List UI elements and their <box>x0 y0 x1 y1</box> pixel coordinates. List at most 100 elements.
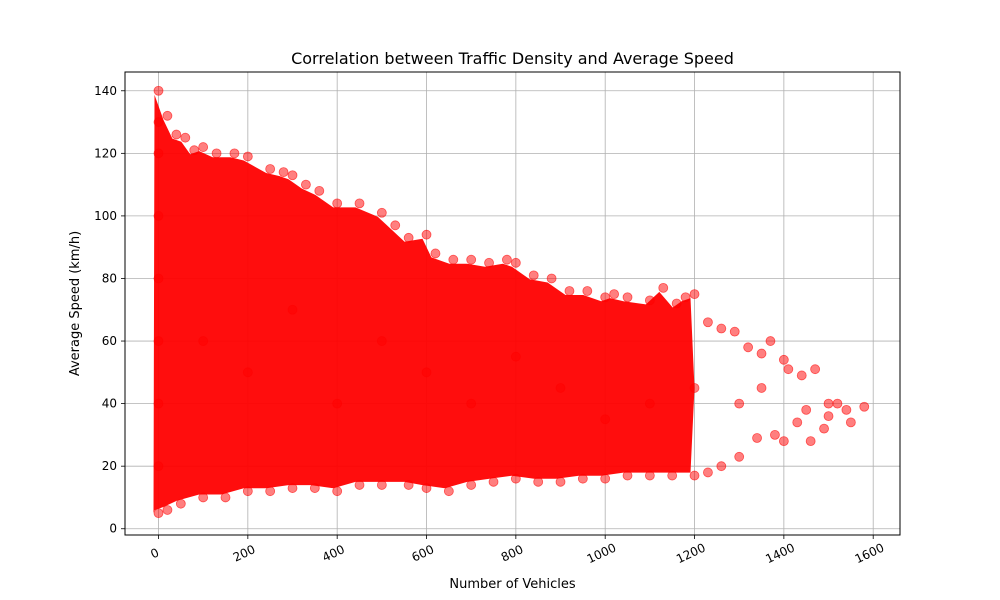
scatter-point <box>546 273 557 284</box>
scatter-point <box>622 292 633 303</box>
scatter-point <box>689 383 700 393</box>
scatter-point <box>265 486 276 497</box>
scatter-point <box>376 207 387 218</box>
scatter-point <box>314 185 325 196</box>
y-tick-label: 80 <box>102 271 117 285</box>
scatter-point <box>752 433 762 443</box>
scatter-point <box>153 148 164 159</box>
scatter-point <box>211 148 222 159</box>
scatter-point <box>153 336 164 346</box>
scatter-point <box>734 398 745 409</box>
scatter-point <box>528 270 539 281</box>
scatter-point <box>153 211 164 221</box>
chart-title: Correlation between Traffic Density and … <box>291 49 734 68</box>
scatter-point <box>171 129 182 140</box>
scatter-point <box>600 292 611 303</box>
scatter-point <box>734 451 745 462</box>
scatter-point <box>153 273 164 284</box>
y-tick-label: 60 <box>102 334 117 348</box>
x-tick-label: 800 <box>499 542 526 564</box>
scatter-point <box>332 486 343 497</box>
scatter-point <box>376 336 387 346</box>
y-tick-label: 40 <box>102 397 117 411</box>
scatter-point <box>778 354 789 365</box>
scatter-point <box>309 483 320 493</box>
scatter-point <box>810 364 821 375</box>
scatter-point <box>466 480 477 490</box>
scatter-point <box>443 486 454 497</box>
scatter-point <box>430 248 441 259</box>
scatter-point <box>287 304 298 315</box>
plot-frame <box>124 71 901 536</box>
scatter-point <box>354 480 365 490</box>
scatter-point <box>448 254 459 265</box>
scatter-point <box>658 282 669 293</box>
scatter-point <box>805 436 816 447</box>
scatter-point <box>823 398 834 409</box>
scatter-point <box>265 164 276 174</box>
scatter-point <box>703 317 713 328</box>
scatter-point <box>229 148 240 159</box>
scatter-point <box>162 505 173 515</box>
scatter-point <box>153 508 164 518</box>
x-tick-label: 1600 <box>853 541 887 567</box>
scatter-point <box>390 220 401 231</box>
x-tick-label: 400 <box>320 542 347 564</box>
scatter-point <box>242 151 253 162</box>
scatter-point <box>220 492 231 503</box>
scatter-point <box>564 286 575 296</box>
scatter-point <box>421 229 432 240</box>
scatter-point <box>162 110 173 121</box>
scatter-point <box>421 367 432 378</box>
scatter-point <box>153 398 164 409</box>
scatter-point <box>466 254 477 265</box>
scatter-point <box>510 257 521 268</box>
scatter-point <box>689 289 700 300</box>
x-axis-label: Number of Vehicles <box>449 577 576 592</box>
scatter-point <box>801 404 812 415</box>
scatter-point <box>533 476 544 487</box>
scatter-point <box>242 486 253 497</box>
scatter-point <box>242 367 253 378</box>
scatter-point <box>609 289 620 300</box>
scatter-point <box>484 257 494 268</box>
x-tick-label: 600 <box>409 542 436 564</box>
scatter-point <box>180 132 191 143</box>
scatter-point <box>845 417 856 428</box>
scatter-point <box>765 336 776 346</box>
scatter-point <box>756 348 767 359</box>
x-tick-label: 1200 <box>674 541 708 567</box>
dense-scatter-region <box>153 94 695 514</box>
scatter-point <box>577 473 588 484</box>
scatter-point <box>716 461 727 472</box>
scatter-cloud <box>153 94 695 514</box>
scatter-point <box>332 198 343 209</box>
y-tick-label: 100 <box>94 209 117 223</box>
y-tick-label: 120 <box>94 146 117 160</box>
y-tick-label: 140 <box>94 84 117 98</box>
scatter-point <box>644 295 655 306</box>
scatter-point <box>153 117 164 127</box>
scatter-point <box>770 429 780 440</box>
scatter-point <box>153 85 164 96</box>
scatter-point <box>287 170 298 181</box>
scatter-point <box>376 480 387 490</box>
scatter-point <box>510 473 521 484</box>
y-axis-ticks: 0 20 40 60 80 100 120 140 <box>94 84 125 536</box>
scatter-point <box>841 404 852 415</box>
scatter-point <box>783 364 794 375</box>
scatter-point <box>421 483 432 493</box>
scatter-point <box>403 480 414 490</box>
scatter-point <box>600 473 611 484</box>
scatter-point <box>622 470 633 481</box>
scatter-point <box>796 370 807 381</box>
scatter-point <box>198 492 209 503</box>
scatter-point <box>175 498 186 509</box>
scatter-point <box>778 436 789 447</box>
scatter-points <box>153 85 870 518</box>
x-tick-label: 1000 <box>585 541 619 567</box>
scatter-point <box>582 286 593 296</box>
scatter-point <box>198 336 209 346</box>
